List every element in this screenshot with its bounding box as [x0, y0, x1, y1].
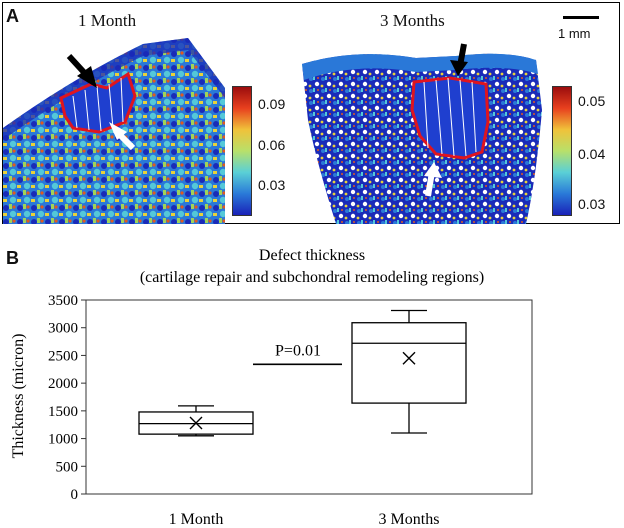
plot-area [85, 299, 533, 495]
x-category-label: 3 Months [379, 511, 440, 528]
y-tick-label: 1000 [48, 432, 78, 448]
x-axis: 1 Month 3 Months [169, 511, 440, 528]
chart-subtitle: (cartilage repair and subchondral remode… [140, 269, 484, 286]
y-tick-label: 2000 [48, 376, 78, 392]
left-image-caption: 1 Month [78, 11, 137, 30]
y-tick-label: 1500 [48, 404, 78, 420]
box-marks: P=0.01 [138, 309, 467, 437]
box-1 [138, 405, 254, 437]
panel-a-frame [2, 2, 620, 224]
white-arrow-icon [424, 162, 442, 197]
scale-bar-label: 1 mm [558, 26, 591, 41]
right-colorbar-tick-bottom: 0.03 [578, 196, 606, 212]
left-colorbar [232, 86, 252, 216]
y-tick-label: 3500 [48, 293, 78, 309]
black-arrow-icon [450, 43, 468, 76]
y-tick-label: 3000 [48, 321, 78, 337]
panel-b-letter: B [6, 248, 19, 268]
defect-thickness-box-plot: Defect thickness (cartilage repair and s… [10, 247, 533, 528]
y-tick-label: 0 [71, 487, 79, 503]
y-tick-label: 500 [56, 459, 79, 475]
left-colorbar-tick-mid: 0.06 [258, 137, 286, 153]
y-axis: 0 500 1000 1500 2000 2500 3000 3500 [48, 293, 86, 503]
y-tick-label: 2500 [48, 348, 78, 364]
right-colorbar [552, 86, 572, 216]
right-bone-density-map [302, 43, 542, 224]
left-bone-density-map [3, 38, 225, 224]
p-value-label: P=0.01 [275, 342, 321, 359]
mean-marker [402, 351, 416, 365]
mean-marker [189, 416, 203, 430]
panel-a-letter: A [6, 6, 19, 26]
right-image-caption: 3 Months [380, 11, 445, 30]
right-colorbar-tick-mid: 0.04 [578, 146, 606, 162]
left-colorbar-tick-top: 0.09 [258, 96, 286, 112]
white-arrow-icon [109, 122, 136, 151]
panel-b: B Defect thickness (cartilage repair and… [0, 226, 624, 528]
scale-bar [563, 16, 599, 19]
box-2 [351, 309, 467, 434]
x-category-label: 1 Month [169, 511, 224, 528]
chart-title: Defect thickness [259, 247, 365, 264]
right-colorbar-tick-top: 0.05 [578, 93, 606, 109]
iqr-box [351, 322, 467, 404]
y-axis-label: Thickness (micron) [10, 334, 27, 459]
panel-a: A 1 Month 3 Months 1 mm [0, 0, 624, 226]
left-colorbar-tick-bottom: 0.03 [258, 177, 286, 193]
black-arrow-icon [66, 53, 97, 88]
